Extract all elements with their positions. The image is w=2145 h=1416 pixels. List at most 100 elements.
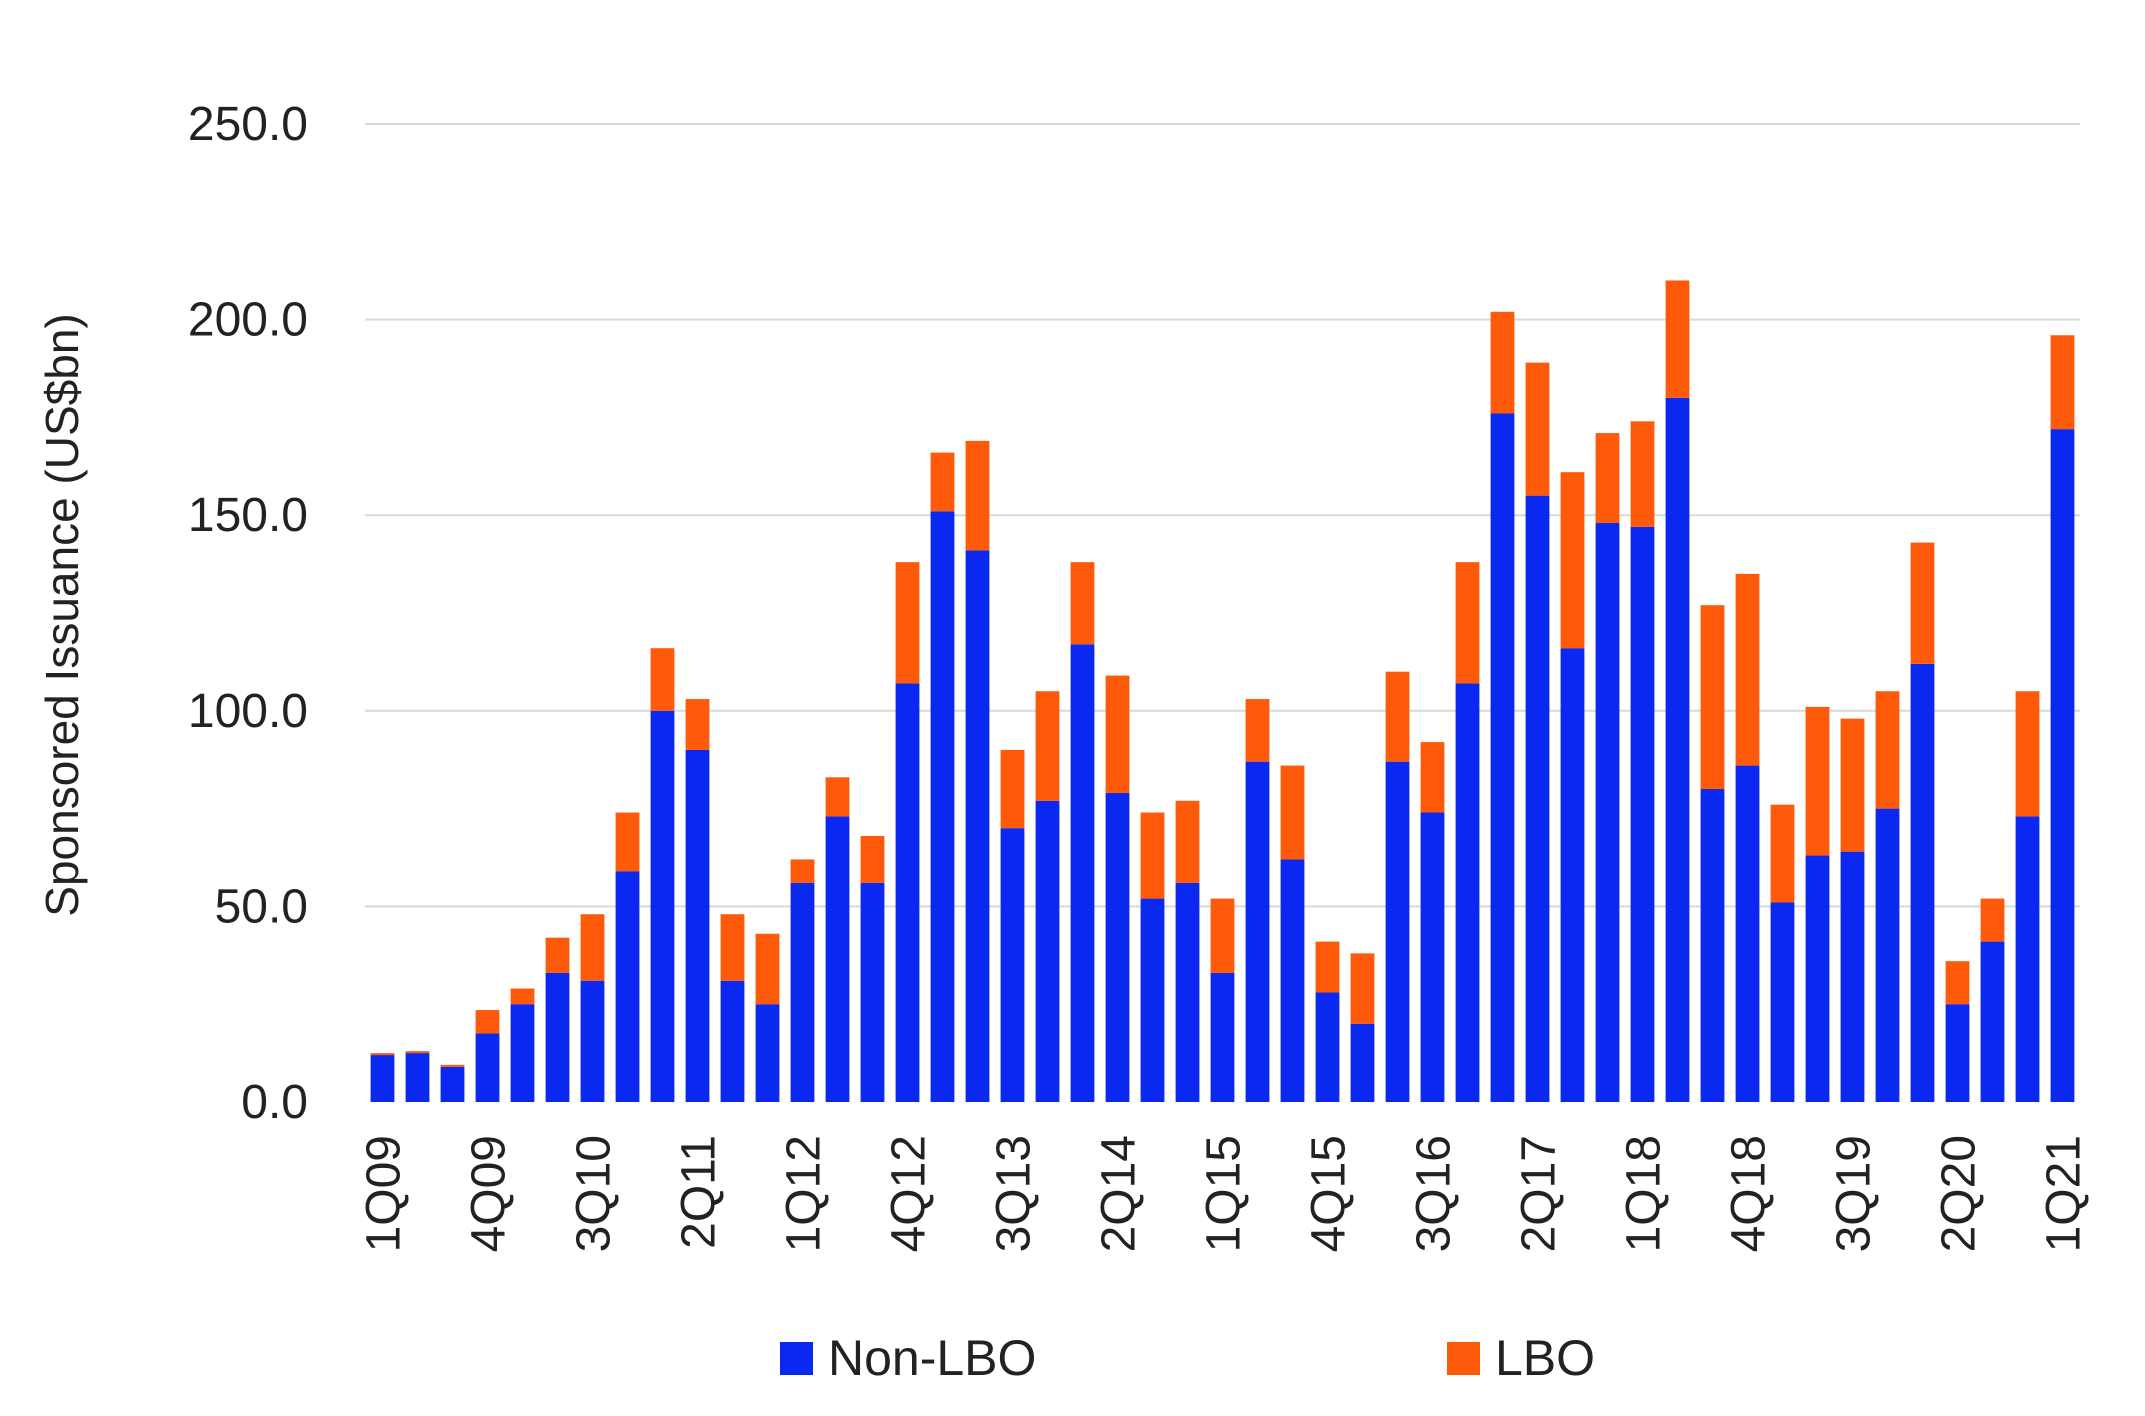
bar-non-lbo-4q09 bbox=[475, 1033, 500, 1102]
bars bbox=[370, 280, 2075, 1103]
x-tick-label: 3Q16 bbox=[1408, 1135, 1461, 1252]
x-tick-label: 4Q09 bbox=[463, 1135, 516, 1252]
bar-non-lbo-3q11 bbox=[720, 980, 745, 1102]
y-tick-label: 100.0 bbox=[188, 685, 308, 738]
bar-non-lbo-1q17 bbox=[1490, 413, 1515, 1102]
bar-lbo-3q09 bbox=[440, 1064, 465, 1067]
bar-lbo-1q15 bbox=[1210, 898, 1235, 973]
bar-non-lbo-4q15 bbox=[1315, 992, 1340, 1102]
y-tick-label: 250.0 bbox=[188, 98, 308, 151]
x-tick-label: 1Q18 bbox=[1618, 1135, 1671, 1252]
bar-non-lbo-2q13 bbox=[965, 550, 990, 1102]
bar-non-lbo-2q17 bbox=[1525, 495, 1550, 1102]
bar-lbo-2q09 bbox=[405, 1051, 430, 1054]
bar-lbo-2q13 bbox=[965, 440, 990, 551]
bar-lbo-2q17 bbox=[1525, 362, 1550, 496]
bar-lbo-4q13 bbox=[1035, 691, 1060, 801]
bar-lbo-2q14 bbox=[1105, 675, 1130, 793]
bar-lbo-2q18 bbox=[1665, 280, 1690, 398]
bar-non-lbo-2q19 bbox=[1805, 855, 1830, 1102]
legend: Non-LBO LBO bbox=[780, 1330, 1595, 1386]
x-tick-label: 3Q19 bbox=[1828, 1135, 1881, 1252]
bar-lbo-2q11 bbox=[685, 699, 710, 750]
bar-non-lbo-2q09 bbox=[405, 1053, 430, 1102]
bar-lbo-3q12 bbox=[860, 835, 885, 883]
bar-lbo-1q09 bbox=[370, 1053, 395, 1056]
bar-lbo-1q10 bbox=[510, 988, 535, 1005]
bar-non-lbo-4q14 bbox=[1175, 882, 1200, 1102]
x-tick-label: 3Q13 bbox=[988, 1135, 1041, 1252]
bar-non-lbo-3q15 bbox=[1280, 859, 1305, 1102]
bar-lbo-3q14 bbox=[1140, 812, 1165, 899]
bar-lbo-3q13 bbox=[1000, 749, 1025, 829]
bar-lbo-2q19 bbox=[1805, 706, 1830, 856]
bar-lbo-1q12 bbox=[790, 859, 815, 883]
bar-lbo-3q18 bbox=[1700, 605, 1725, 790]
bar-lbo-4q15 bbox=[1315, 941, 1340, 993]
bar-lbo-4q10 bbox=[615, 812, 640, 872]
bar-lbo-2q16 bbox=[1385, 671, 1410, 762]
x-tick-label: 4Q15 bbox=[1303, 1135, 1356, 1252]
x-tick-label: 3Q10 bbox=[568, 1135, 621, 1252]
bar-lbo-1q13 bbox=[930, 452, 955, 512]
bar-non-lbo-3q13 bbox=[1000, 828, 1025, 1102]
bar-non-lbo-2q14 bbox=[1105, 792, 1130, 1102]
bar-non-lbo-3q10 bbox=[580, 980, 605, 1102]
bar-lbo-3q11 bbox=[720, 914, 745, 981]
y-tick-label: 50.0 bbox=[215, 880, 308, 933]
bar-non-lbo-4q12 bbox=[895, 683, 920, 1102]
bar-lbo-3q17 bbox=[1560, 472, 1585, 649]
y-axis-label: Sponsored Issuance (US$bn) bbox=[36, 313, 88, 916]
y-tick-label: 0.0 bbox=[241, 1076, 308, 1129]
bar-non-lbo-1q18 bbox=[1630, 526, 1655, 1102]
bar-non-lbo-1q13 bbox=[930, 511, 955, 1102]
bar-non-lbo-2q18 bbox=[1665, 397, 1690, 1103]
bar-lbo-4q16 bbox=[1455, 562, 1480, 684]
bar-lbo-4q20 bbox=[2015, 691, 2040, 817]
bar-non-lbo-4q19 bbox=[1875, 808, 1900, 1102]
bar-non-lbo-4q13 bbox=[1035, 800, 1060, 1102]
bar-lbo-3q15 bbox=[1280, 765, 1305, 860]
bar-non-lbo-2q10 bbox=[545, 972, 570, 1102]
bar-non-lbo-4q17 bbox=[1595, 523, 1620, 1102]
bar-non-lbo-1q11 bbox=[650, 710, 675, 1102]
bar-non-lbo-4q16 bbox=[1455, 683, 1480, 1102]
legend-label-lbo: LBO bbox=[1495, 1330, 1595, 1386]
bar-lbo-1q16 bbox=[1350, 953, 1375, 1024]
x-tick-label: 1Q12 bbox=[778, 1135, 831, 1252]
bar-lbo-3q19 bbox=[1840, 718, 1865, 852]
x-tick-label: 2Q17 bbox=[1513, 1135, 1566, 1252]
x-tick-label: 2Q20 bbox=[1933, 1135, 1986, 1252]
bar-lbo-2q20 bbox=[1945, 961, 1970, 1005]
bar-non-lbo-1q19 bbox=[1770, 902, 1795, 1102]
bar-non-lbo-4q11 bbox=[755, 1004, 780, 1102]
bar-lbo-4q11 bbox=[755, 933, 780, 1005]
x-tick-label: 1Q15 bbox=[1198, 1135, 1251, 1252]
bar-lbo-4q19 bbox=[1875, 691, 1900, 809]
bar-non-lbo-1q16 bbox=[1350, 1023, 1375, 1102]
bar-lbo-3q16 bbox=[1420, 742, 1445, 813]
x-tick-label: 4Q18 bbox=[1723, 1135, 1776, 1252]
x-tick-label: 1Q09 bbox=[358, 1135, 411, 1252]
bar-non-lbo-2q15 bbox=[1245, 761, 1270, 1102]
x-tick-label: 4Q12 bbox=[883, 1135, 936, 1252]
bar-lbo-3q10 bbox=[580, 914, 605, 981]
bar-lbo-1q14 bbox=[1070, 562, 1095, 645]
bar-lbo-4q17 bbox=[1595, 433, 1620, 524]
y-tick-label: 150.0 bbox=[188, 489, 308, 542]
y-axis-ticks: 0.0 50.0 100.0 150.0 200.0 250.0 bbox=[188, 98, 308, 1129]
bar-non-lbo-2q20 bbox=[1945, 1004, 1970, 1102]
bar-non-lbo-3q14 bbox=[1140, 898, 1165, 1102]
x-tick-label: 2Q11 bbox=[673, 1135, 726, 1249]
bar-non-lbo-3q20 bbox=[1980, 941, 2005, 1102]
bar-lbo-3q20 bbox=[1980, 898, 2005, 942]
bar-lbo-1q20 bbox=[1910, 542, 1935, 664]
y-tick-label: 200.0 bbox=[188, 294, 308, 347]
x-tick-label: 2Q14 bbox=[1093, 1135, 1146, 1252]
bar-lbo-1q21 bbox=[2050, 335, 2075, 430]
bar-non-lbo-3q16 bbox=[1420, 812, 1445, 1102]
bar-non-lbo-1q20 bbox=[1910, 663, 1935, 1102]
legend-label-non-lbo: Non-LBO bbox=[828, 1330, 1036, 1386]
legend-swatch-non-lbo bbox=[780, 1342, 813, 1375]
